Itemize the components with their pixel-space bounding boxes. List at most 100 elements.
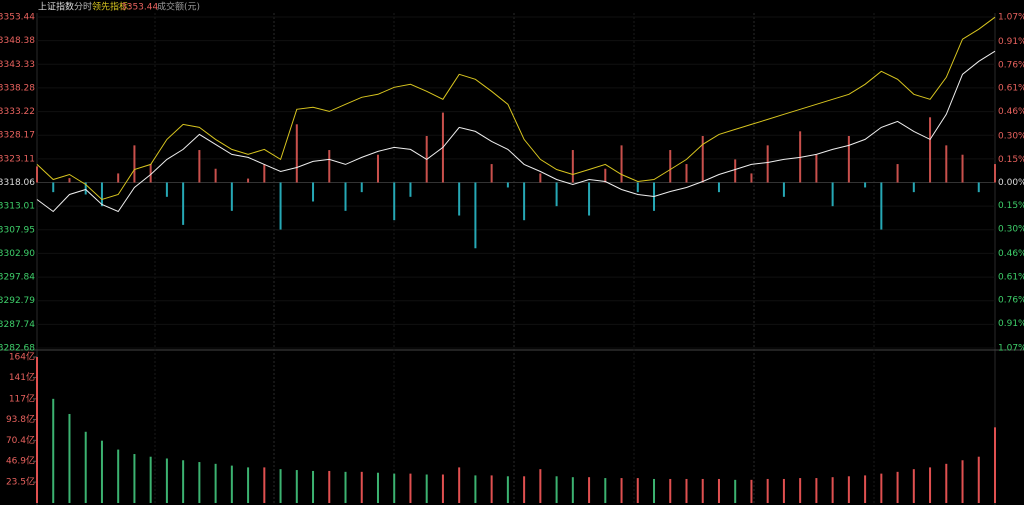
breadth-bar [994, 164, 996, 183]
breadth-bar [571, 150, 574, 183]
breadth-bar [344, 182, 347, 211]
y-tick-label: 3297.84 [0, 273, 35, 283]
breadth-bar [701, 136, 704, 183]
breadth-bar [198, 150, 201, 183]
volume-bar [831, 477, 834, 503]
y-tick-label: 3313.01 [0, 202, 35, 212]
leading-value: 3353.44 [121, 3, 158, 13]
volume-bar [782, 478, 785, 503]
breadth-bar [815, 154, 818, 183]
breadth-bar [588, 182, 591, 216]
volume-bar [555, 476, 558, 503]
volume-bar [766, 478, 769, 503]
y-tick-label: 70.4亿 [6, 434, 35, 446]
volume-bar [133, 454, 136, 503]
y-tick-label: 117亿 [9, 392, 35, 404]
y2-tick-label: 0.76% [998, 60, 1024, 70]
volume-bar [36, 357, 38, 503]
y-tick-label: 3307.95 [0, 225, 35, 235]
leading-label: 领先指标: [92, 1, 131, 13]
breadth-bar [669, 150, 672, 183]
y-tick-label: 164亿 [9, 351, 35, 363]
breadth-bar [182, 182, 185, 225]
breadth-bar [604, 168, 607, 183]
volume-bar [912, 469, 915, 503]
volume-bar [880, 473, 883, 503]
breadth-bar [376, 154, 379, 183]
breadth-bar [490, 164, 493, 183]
y2-tick-label: 0.91% [998, 319, 1024, 329]
breadth-bar [506, 182, 509, 188]
y2-tick-label: 0.91% [998, 37, 1024, 47]
breadth-bar [393, 182, 396, 221]
volume-bar [815, 478, 818, 503]
price-line [36, 50, 996, 213]
y-tick-label: 3302.90 [0, 249, 35, 259]
breadth-bar [295, 124, 298, 183]
y-tick-label: 3338.28 [0, 83, 35, 93]
volume-bar [620, 478, 623, 503]
breadth-bar [474, 182, 477, 249]
breadth-bar [896, 164, 899, 183]
y2-tick-label: 0.46% [998, 249, 1024, 259]
breadth-bar [555, 182, 558, 207]
volume-bar [896, 471, 899, 503]
breadth-bar [230, 182, 233, 211]
volume-bar [717, 478, 720, 503]
breadth-bar [360, 182, 363, 193]
breadth-bar [880, 182, 883, 230]
y2-tick-label: 0.30% [998, 132, 1024, 142]
volume-bar [117, 449, 120, 503]
amount-label: 成交额(元) [157, 1, 200, 13]
volume-bar [685, 478, 688, 503]
volume-bar [344, 471, 347, 503]
volume-bar [636, 478, 639, 503]
breadth-bar [831, 182, 834, 207]
breadth-bar [961, 154, 964, 183]
breadth-bar [539, 173, 542, 183]
volume-bar [523, 476, 526, 503]
volume-bar [182, 460, 185, 503]
breadth-bar [685, 164, 688, 183]
volume-bar [539, 469, 542, 503]
breadth-bar [328, 150, 331, 183]
volume-bar [214, 463, 217, 503]
breadth-bar [52, 182, 55, 193]
breadth-bar [750, 173, 753, 183]
y2-tick-label: 0.30% [998, 224, 1024, 234]
volume-bar [247, 467, 250, 503]
volume-bar [230, 465, 233, 503]
volume-bar [604, 478, 607, 503]
volume-bar [571, 477, 574, 503]
breadth-bar [247, 178, 250, 183]
y-tick-label: 46.9亿 [6, 455, 35, 467]
volume-bar [734, 479, 737, 503]
volume-bar [669, 478, 672, 503]
y-tick-label: 3328.17 [0, 131, 35, 141]
volume-bar [360, 471, 363, 503]
y2-tick-label: 0.15% [998, 155, 1024, 165]
frame [0, 13, 1024, 505]
volume-bar [474, 475, 477, 503]
breadth-bar [717, 182, 720, 193]
volume-bar [376, 472, 379, 503]
volume-bar [799, 478, 802, 503]
breadth-bar [864, 182, 867, 188]
breadth-bar [458, 182, 461, 216]
volume-bar [847, 476, 850, 503]
breadth-bar [84, 182, 87, 195]
breadth-bar [523, 182, 526, 221]
breadth-bar [977, 182, 980, 193]
breadth-bar [945, 145, 948, 183]
volume-bar [864, 475, 867, 503]
breadth-bar [312, 182, 315, 202]
price-line [36, 16, 996, 201]
volume-bar [263, 467, 266, 503]
volume-bar [490, 475, 493, 503]
breadth-bar [279, 182, 282, 230]
breadth-bar [165, 182, 168, 197]
breadth-bar [636, 182, 639, 193]
y-tick-label: 3287.74 [0, 320, 35, 330]
